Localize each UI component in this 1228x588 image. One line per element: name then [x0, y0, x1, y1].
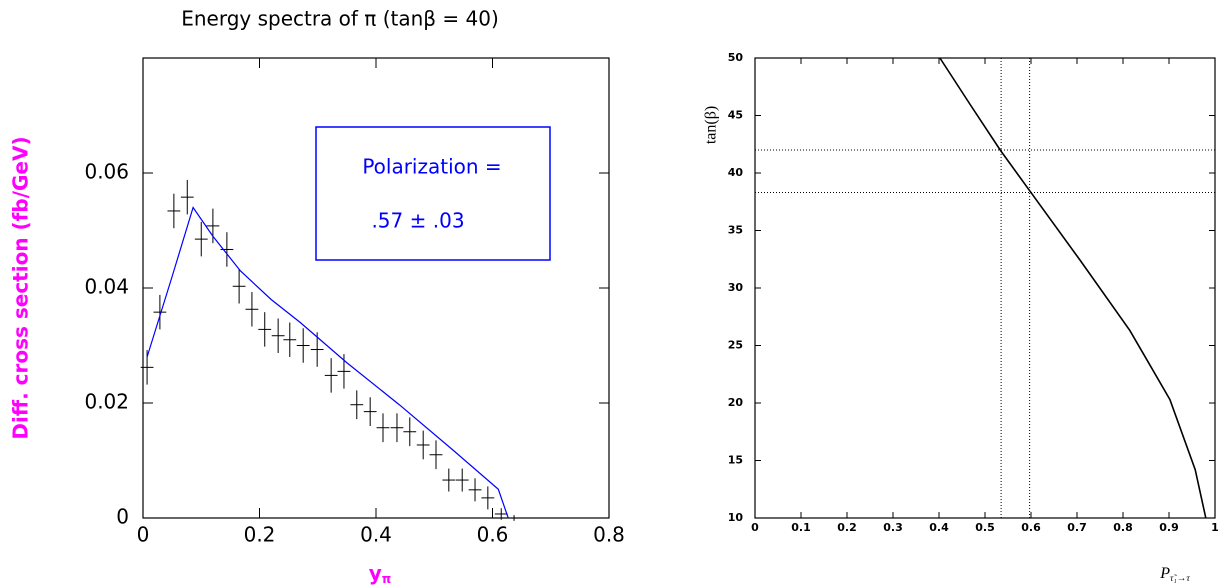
y-tick-label: 0: [116, 505, 129, 529]
y-tick-label: 30: [728, 281, 744, 294]
y-tick-label: 0.04: [84, 275, 129, 299]
x-tick-label: 0.9: [1159, 521, 1179, 534]
x-axis-label: yπ: [369, 561, 392, 586]
x-tick-label: 0.4: [929, 521, 949, 534]
y-tick-label: 50: [728, 51, 744, 64]
y-tick-label: 20: [728, 396, 744, 409]
annotation-box: [315, 126, 551, 261]
x-tick-label: 0.8: [1113, 521, 1133, 534]
y-tick-label: 0.06: [84, 160, 129, 184]
y-tick-label: 15: [728, 454, 743, 467]
x-tick-label: 0.6: [1021, 521, 1041, 534]
annotation: .57 ± .03: [371, 209, 464, 233]
x-tick-label: 0.3: [883, 521, 903, 534]
curve: [939, 57, 1207, 519]
y-tick-label: 10: [728, 511, 744, 524]
y-axis-label: Diff. cross section (fb/GeV): [9, 136, 33, 439]
x-tick-label: 1: [1211, 521, 1219, 534]
x-tick-label: 0.2: [837, 521, 857, 534]
x-tick-label: 0.2: [244, 523, 276, 547]
x-tick-label: 0: [137, 523, 150, 547]
x-tick-label: 0.8: [593, 523, 625, 547]
x-axis-label-sub: τ̃₁→τ: [1170, 573, 1190, 584]
y-tick-label: 25: [728, 339, 743, 352]
chart-title: Energy spectra of π (tanβ = 40): [181, 7, 499, 31]
x-axis-label-sub: π: [382, 572, 392, 586]
x-tick-label: 0.7: [1067, 521, 1087, 534]
y-tick-label: 35: [728, 224, 743, 237]
curve: [146, 206, 509, 519]
y-tick-label: 0.02: [84, 390, 129, 414]
x-tick-label: 0: [751, 521, 759, 534]
x-axis-label: Pτ̃₁→τ: [1159, 565, 1190, 585]
y-axis-label: tan(β): [703, 106, 720, 144]
x-tick-label: 0.4: [360, 523, 392, 547]
y-tick-label: 40: [728, 166, 744, 179]
x-tick-label: 0.1: [791, 521, 811, 534]
x-axis-label-main: P: [1159, 565, 1170, 582]
x-tick-label: 0.6: [477, 523, 509, 547]
x-axis-label-main: y: [369, 561, 382, 585]
x-tick-label: 0.5: [975, 521, 995, 534]
y-tick-label: 45: [728, 109, 743, 122]
annotation: Polarization =: [362, 155, 501, 179]
